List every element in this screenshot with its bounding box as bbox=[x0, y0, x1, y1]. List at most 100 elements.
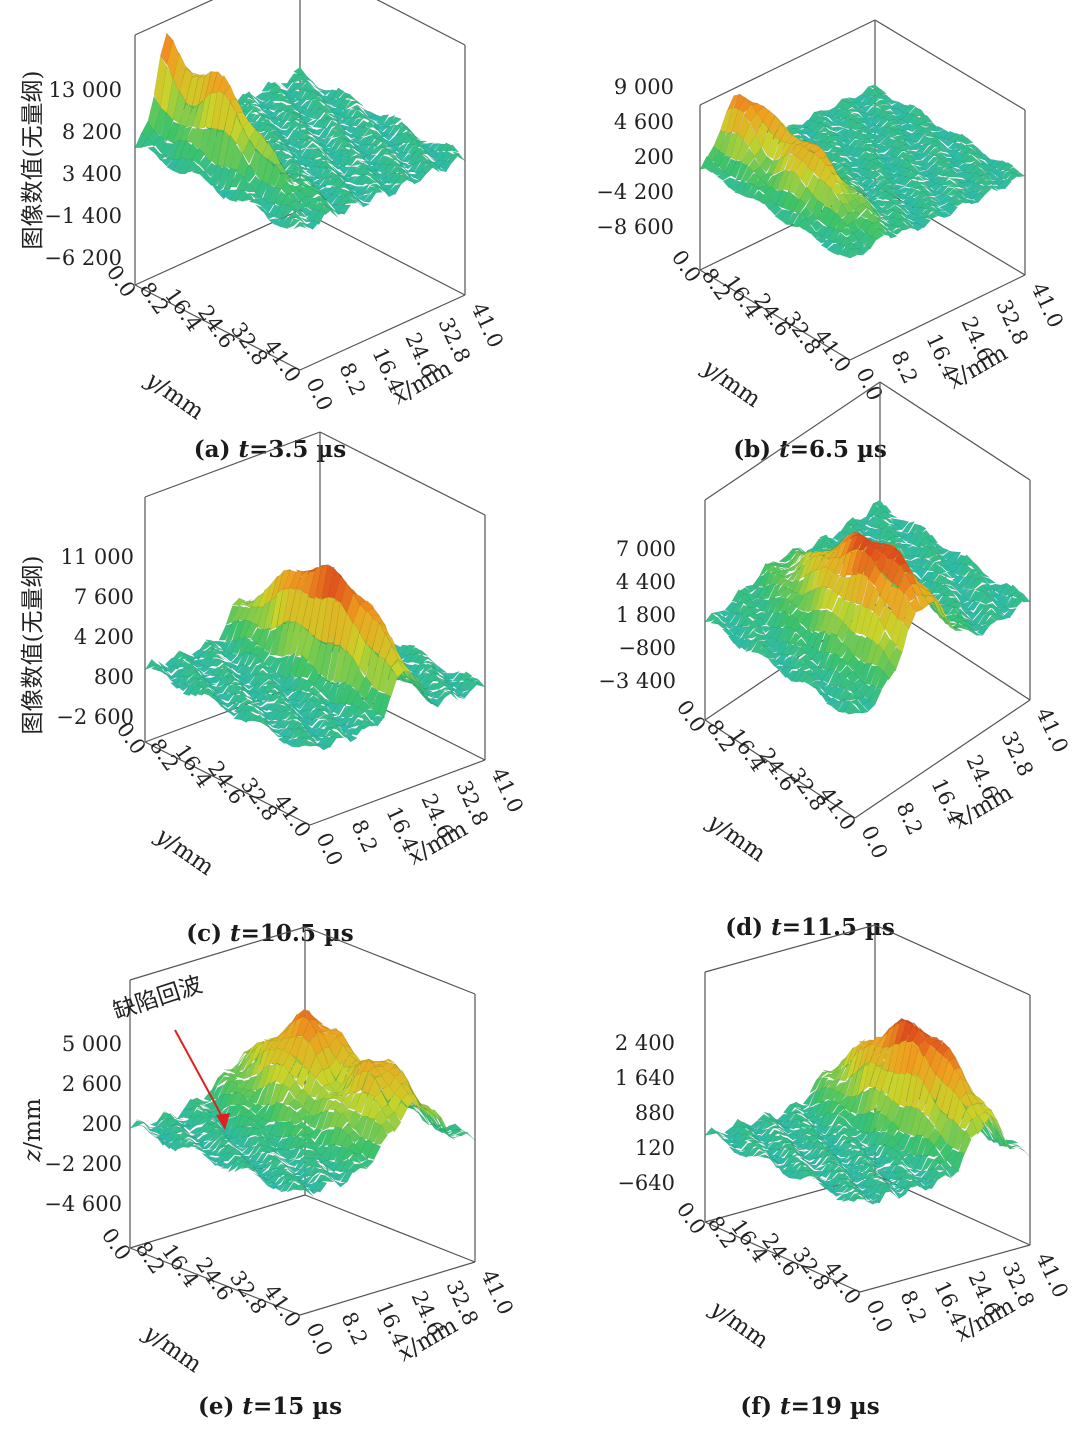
surface-cell-b bbox=[761, 130, 775, 156]
surface-cell-b bbox=[841, 138, 856, 147]
surface-cell-f bbox=[920, 1157, 935, 1172]
surface-cell-a bbox=[388, 142, 402, 153]
surface-cell-e bbox=[354, 1091, 369, 1114]
surface-cell-b bbox=[794, 159, 808, 180]
surface-cell-d bbox=[798, 571, 812, 596]
surface-cell-a bbox=[293, 180, 307, 186]
surface-cell-c bbox=[364, 686, 379, 709]
surface-cell-f bbox=[853, 1196, 867, 1200]
z-tick-label-a: −6 200 bbox=[44, 246, 122, 270]
defect-echo-arrow-e bbox=[174, 1029, 226, 1123]
surface-cell-a bbox=[191, 148, 206, 165]
surface-cell-f bbox=[754, 1136, 768, 1144]
surface-cell-a bbox=[331, 155, 345, 167]
surface-cell-e bbox=[136, 1119, 151, 1129]
surface-cell-f bbox=[929, 1049, 943, 1076]
surface-cell-b bbox=[848, 130, 862, 140]
surface-cell-f bbox=[844, 1094, 858, 1114]
surface-cell-b bbox=[871, 147, 886, 154]
surface-cell-a bbox=[249, 103, 262, 108]
surface-cell-e bbox=[274, 1149, 289, 1157]
surface-cell-e bbox=[301, 1140, 316, 1151]
z-tick-label-a: 13 000 bbox=[49, 78, 122, 102]
z-tick-label-d: 7 000 bbox=[616, 537, 676, 561]
y-tick-label-a: 41.0 bbox=[259, 335, 305, 387]
surface-cell-a bbox=[204, 176, 218, 186]
surface-cell-d bbox=[993, 593, 1007, 603]
surface-cell-c bbox=[203, 657, 218, 670]
surface-cell-a bbox=[394, 174, 409, 185]
surface-cell-b bbox=[853, 184, 867, 193]
surface-cell-a bbox=[299, 157, 314, 169]
surface-cell-a bbox=[280, 149, 294, 156]
caption-c: (c) t=10.5 µs bbox=[0, 920, 540, 947]
surface-cell-b bbox=[983, 158, 997, 167]
surface-cell-e bbox=[414, 1095, 429, 1110]
surface-cell-b bbox=[928, 189, 942, 197]
surface-cell-d bbox=[793, 647, 807, 658]
surface-cell-b bbox=[856, 168, 870, 178]
top-edge-right-e bbox=[304, 926, 476, 995]
surface-cell-f bbox=[813, 1164, 828, 1171]
surface-cell-c bbox=[221, 692, 236, 702]
surface-cell-a bbox=[331, 110, 345, 122]
surface-cell-a bbox=[248, 193, 263, 200]
surface-cell-d bbox=[771, 563, 784, 568]
surface-cell-f bbox=[910, 1107, 924, 1138]
surface-cell-e bbox=[293, 1167, 309, 1176]
surface-cell-a bbox=[299, 221, 313, 230]
surface-cell-b bbox=[863, 194, 877, 209]
surface-cell-b bbox=[901, 203, 915, 211]
surface-cell-f bbox=[914, 1154, 929, 1171]
surface-cell-b bbox=[836, 193, 850, 205]
surface-cell-b bbox=[842, 169, 857, 178]
surface-cell-d bbox=[1010, 595, 1024, 609]
surface-cell-c bbox=[311, 709, 326, 720]
x-tick-label-e: 8.2 bbox=[336, 1308, 372, 1348]
surface-cell-a bbox=[407, 129, 421, 141]
surface-cell-d bbox=[994, 582, 1008, 595]
surface-cell-b bbox=[812, 122, 826, 132]
surface-cell-e bbox=[268, 1152, 282, 1162]
top-edge-left-a bbox=[134, 0, 214, 36]
surface-cell-f bbox=[887, 1177, 902, 1186]
surface-cell-b bbox=[924, 125, 939, 132]
surface-cell-f bbox=[704, 1127, 718, 1136]
surface-cell-d bbox=[911, 571, 925, 589]
surface-cell-e bbox=[354, 1070, 369, 1095]
surface-cell-a bbox=[179, 158, 193, 175]
surface-cell-d bbox=[817, 651, 831, 669]
surface-cell-b bbox=[856, 122, 870, 129]
surface-cell-e bbox=[149, 1132, 163, 1140]
surface-cell-b bbox=[867, 170, 882, 180]
surface-cell-f bbox=[933, 1134, 947, 1152]
surface-cell-e bbox=[314, 1159, 328, 1167]
surface-cell-d bbox=[916, 594, 930, 610]
defect-echo-arrowhead-e bbox=[216, 1113, 230, 1130]
surface-cell-e bbox=[315, 1086, 330, 1100]
surface-cell-e bbox=[247, 1160, 262, 1170]
surface-cell-a bbox=[274, 204, 288, 220]
surface-cell-d bbox=[728, 625, 742, 637]
surface-cell-d bbox=[832, 686, 846, 701]
surface-cell-e bbox=[281, 1158, 296, 1164]
surface-cell-d bbox=[929, 546, 943, 555]
surface-cell-b bbox=[780, 210, 794, 226]
surface-cell-e bbox=[201, 1153, 216, 1163]
surface-cell-c bbox=[414, 653, 428, 665]
surface-cell-b bbox=[863, 121, 877, 130]
surface-cell-c bbox=[337, 729, 351, 740]
surface-cell-b bbox=[809, 231, 823, 239]
z-tick-label-d: −800 bbox=[618, 636, 676, 660]
surface-cell-f bbox=[815, 1077, 829, 1092]
surface-cell-c bbox=[303, 740, 318, 747]
surface-cell-b bbox=[825, 120, 840, 127]
surface-cell-c bbox=[157, 669, 171, 678]
surface-cell-a bbox=[337, 182, 351, 191]
surface-cell-b bbox=[920, 154, 935, 164]
surface-cell-f bbox=[777, 1154, 791, 1165]
surface-cell-e bbox=[260, 1178, 275, 1186]
surface-cell-e bbox=[341, 1090, 356, 1109]
surface-cell-d bbox=[982, 576, 996, 584]
surface-cell-d bbox=[752, 625, 767, 636]
